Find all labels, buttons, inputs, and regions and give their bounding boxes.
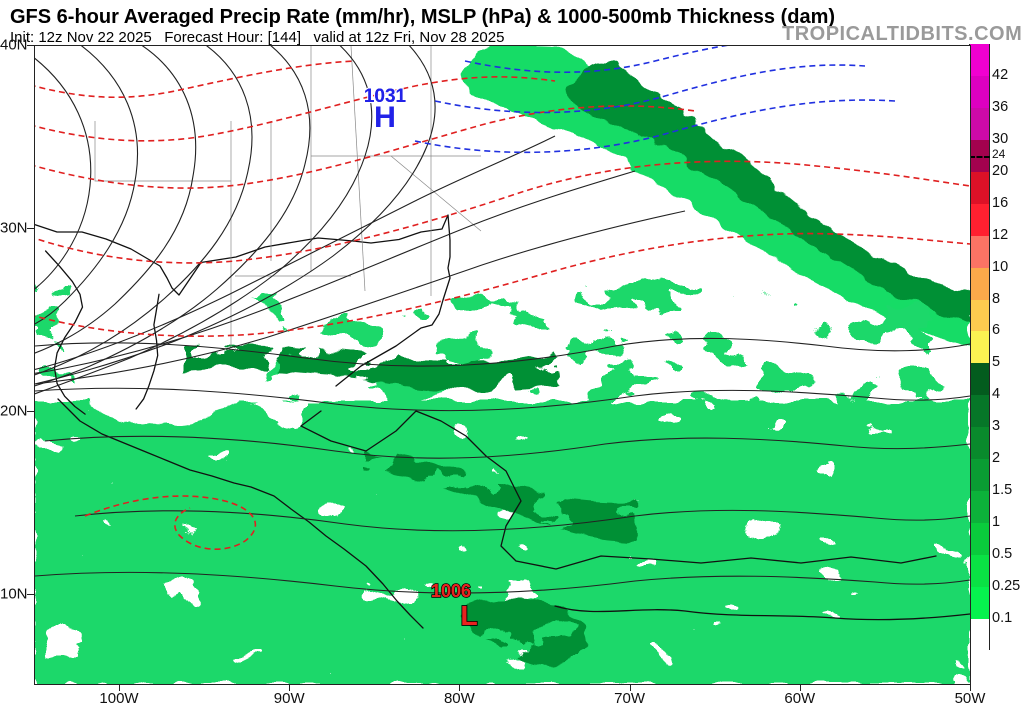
svg-text:H: H bbox=[374, 101, 396, 134]
svg-text:1006: 1006 bbox=[431, 581, 471, 601]
svg-text:L: L bbox=[460, 600, 477, 631]
